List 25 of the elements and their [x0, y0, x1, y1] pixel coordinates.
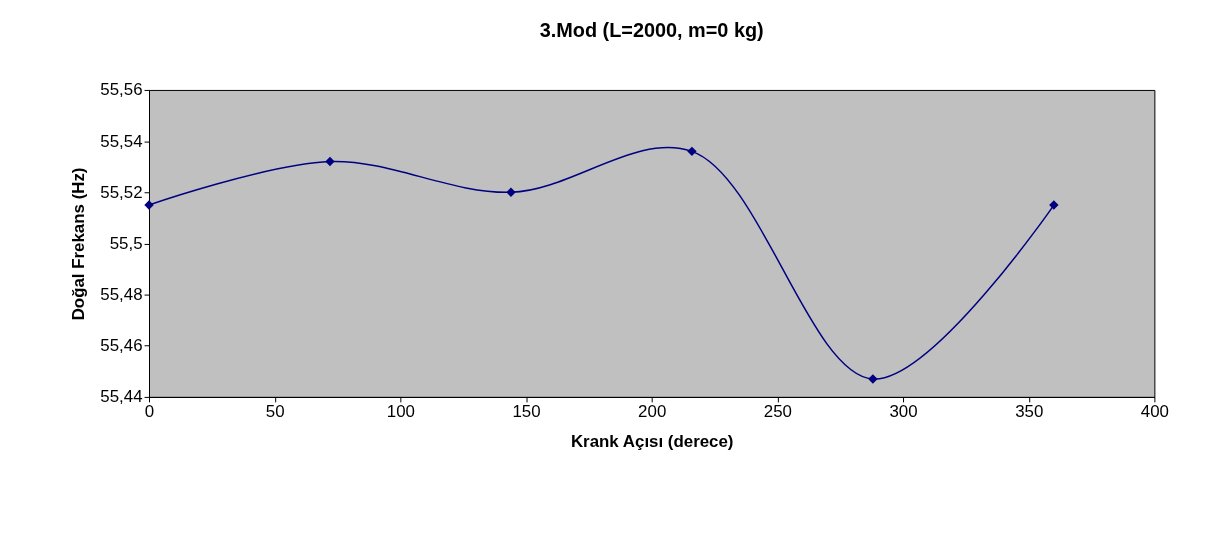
x-tick-label: 150	[512, 402, 541, 422]
y-tick-label: 55,5	[109, 233, 143, 253]
point	[868, 374, 878, 384]
x-tick-label: 50	[265, 402, 285, 422]
y-tick-label: 55,46	[100, 336, 143, 356]
y-axis-title: Doğal Frekans (Hz)	[69, 167, 89, 321]
y-tick-label: 55,44	[100, 387, 143, 407]
point	[1049, 200, 1059, 210]
point	[144, 200, 154, 210]
x-tick-label: 0	[144, 402, 155, 422]
y-tick-label: 55,52	[100, 182, 143, 202]
y-tick-label: 55,54	[100, 131, 143, 151]
x-tick-label: 250	[763, 402, 792, 422]
x-axis-title: Krank Açısı (derece)	[570, 432, 734, 452]
chart-title: 3.Mod (L=2000, m=0 kg)	[539, 19, 764, 42]
point	[325, 156, 335, 167]
x-tick-label: 400	[1140, 402, 1169, 422]
y-tick-label: 55,48	[100, 285, 143, 305]
x-tick-label: 300	[889, 402, 918, 422]
y-tick-label: 55,56	[100, 80, 143, 100]
x-tick-label: 200	[638, 402, 667, 422]
point	[506, 187, 516, 197]
point	[687, 146, 697, 157]
x-tick-label: 100	[386, 402, 415, 422]
x-tick-label: 350	[1015, 402, 1044, 422]
